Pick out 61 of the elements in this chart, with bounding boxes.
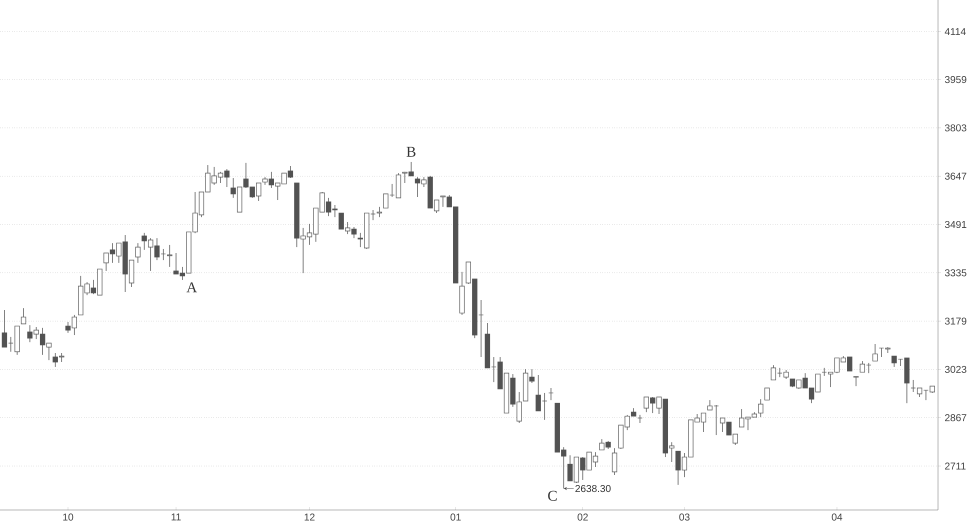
x-tick-label: 11 [172,514,181,520]
candlestick [116,242,122,264]
candlestick [344,222,350,234]
candlestick [656,396,662,414]
candlestick [599,438,604,450]
x-tick-label: 10 [63,514,74,521]
candlestick [167,244,172,268]
candlestick [376,206,382,218]
annotation: 2638.30 [575,485,611,492]
candlestick [872,344,878,362]
y-tick-label: 3959 [944,76,966,84]
candlestick [421,176,427,188]
candlestick [847,356,852,372]
candlestick [516,392,522,424]
candlestick [612,448,618,476]
candlestick [34,326,39,340]
y-tick-label: 3335 [944,269,966,276]
candlestick [669,442,674,462]
candlestick [20,308,26,324]
annotation: A [186,282,198,292]
y-tick-label: 2867 [945,414,966,422]
candlestick [256,182,262,202]
candlestick [758,398,764,418]
candlestick [764,388,770,400]
candlestick [128,260,134,288]
y-tick-label: 4114 [944,28,966,36]
candlestick [160,248,166,261]
y-tick-label: 3023 [944,366,966,373]
candlestick [466,262,472,284]
candlestick [637,414,643,424]
candlestick [72,314,77,336]
candlestick [815,374,821,392]
candlestick [478,300,484,358]
candlestick [434,200,440,214]
x-tick-label: 04 [832,514,842,521]
candlestick [898,358,904,366]
y-tick-label: 3803 [944,124,966,132]
candlestick [720,418,726,432]
y-tick-label: 3647 [944,172,966,180]
y-tick-label: 3491 [944,220,966,228]
candlestick [542,392,548,420]
x-tick-label: 01 [450,514,461,521]
y-tick-label: 2711 [945,462,966,470]
candlestick [440,196,446,208]
x-tick-label: 12 [304,514,315,521]
candlestick [644,396,649,413]
candlestick [103,252,109,272]
candlestick [548,388,554,400]
x-tick-label: 02 [578,514,588,521]
y-tick-label: 3179 [944,318,966,325]
annotation: C [548,490,557,501]
candlestick [59,352,64,362]
candlestick [135,242,141,264]
candlestick [732,434,738,446]
candlestick [338,212,344,230]
candlestick [46,342,52,361]
x-tick-label: 03 [679,514,690,521]
candlestick [148,238,154,272]
annotation: B [406,146,416,157]
candlestick [853,376,859,387]
candlestick [491,356,496,383]
